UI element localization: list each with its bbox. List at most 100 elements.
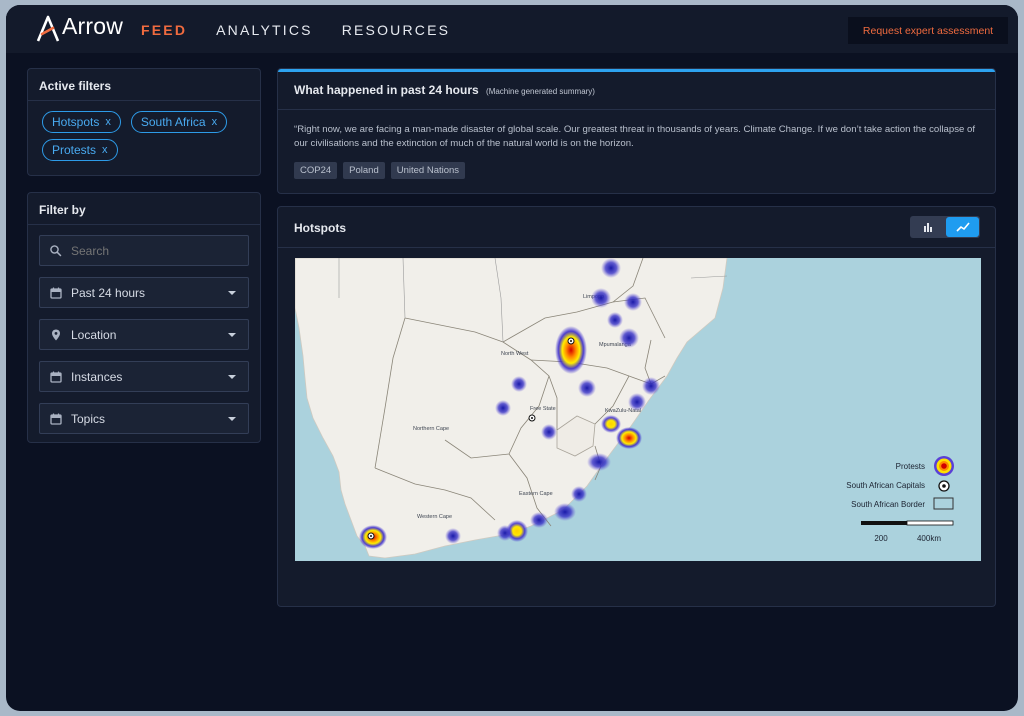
legend-border: South African Border (851, 500, 925, 509)
calendar-icon (49, 412, 63, 426)
bar-chart-button[interactable] (911, 217, 944, 237)
heat-spot (587, 453, 611, 471)
heat-spot (571, 486, 587, 502)
main-nav: FEED ANALYTICS RESOURCES (141, 22, 479, 38)
line-chart-button[interactable] (946, 217, 979, 237)
heat-spot (601, 415, 621, 433)
map-label-eastern-cape: Eastern Cape (519, 491, 553, 497)
active-filters-title: Active filters (28, 69, 260, 101)
heat-spot (497, 525, 513, 541)
heat-spot (530, 512, 548, 528)
heatmap-layer (359, 258, 660, 549)
map-label-western-cape: Western Cape (417, 514, 452, 520)
dropdown-label: Location (71, 327, 117, 342)
panel-accent-line (278, 69, 995, 72)
map-legend: Protests South African Capitals South Af… (846, 456, 954, 543)
heat-spot (495, 400, 511, 416)
app-window: Arrow FEED ANALYTICS RESOURCES Request e… (6, 5, 1018, 711)
active-filters-panel: Active filters Hotspots x South Africa x… (27, 68, 261, 176)
map-label-kwazulu-natal: KwaZulu-Natal (605, 408, 641, 414)
map-scale-bar: 200 400km (861, 520, 954, 543)
chevron-down-icon (228, 290, 236, 295)
heat-spot (607, 312, 623, 328)
heat-spot (541, 424, 557, 440)
summary-tags: COP24 Poland United Nations (294, 162, 471, 179)
scale-label-400km: 400km (917, 534, 941, 543)
filter-by-panel: Filter by Past 24 hours Location (27, 192, 261, 443)
arrow-logo[interactable] (36, 14, 106, 44)
heat-spot (591, 288, 611, 308)
logo-icon (36, 15, 60, 42)
heat-spot (601, 258, 621, 278)
map-svg: Limpopo Mpumalanga North West Free State… (295, 258, 981, 561)
summary-title: What happened in past 24 hours (Machine … (294, 83, 595, 97)
map-label-northern-cape: Northern Cape (413, 426, 449, 432)
tag-cop24[interactable]: COP24 (294, 162, 338, 179)
nav-analytics[interactable]: ANALYTICS (216, 22, 313, 38)
heat-spot (555, 326, 587, 374)
summary-title-text: What happened in past 24 hours (294, 83, 479, 97)
heat-spot (624, 293, 642, 311)
search-field[interactable] (39, 235, 249, 266)
chevron-down-icon (228, 416, 236, 421)
chart-type-toggle (910, 216, 980, 238)
top-bar: Arrow FEED ANALYTICS RESOURCES Request e… (6, 5, 1018, 53)
chip-label: South Africa (140, 115, 206, 129)
chip-south-africa[interactable]: South Africa x (130, 111, 228, 133)
map-label-free-state: Free State (530, 406, 556, 412)
heat-spot (578, 379, 596, 397)
heat-spot (642, 377, 660, 395)
line-chart-icon (955, 222, 970, 232)
heat-spot (445, 528, 461, 544)
topics-dropdown[interactable]: Topics (39, 403, 249, 434)
chevron-down-icon (228, 332, 236, 337)
hotspots-panel: Hotspots (277, 206, 996, 607)
summary-panel: What happened in past 24 hours (Machine … (277, 68, 996, 194)
instances-dropdown[interactable]: Instances (39, 361, 249, 392)
chip-protests[interactable]: Protests x (42, 139, 118, 161)
legend-protests: Protests (896, 462, 925, 471)
map-label-north-west: North West (501, 351, 529, 357)
remove-chip-icon[interactable]: x (211, 116, 218, 128)
remove-chip-icon[interactable]: x (105, 116, 111, 128)
tag-poland[interactable]: Poland (343, 162, 385, 179)
dropdown-label: Past 24 hours (71, 285, 146, 300)
chevron-down-icon (228, 374, 236, 379)
nav-resources[interactable]: RESOURCES (341, 22, 451, 38)
chip-label: Protests (52, 143, 97, 157)
filter-chips: Hotspots x South Africa x Protests x (28, 101, 260, 167)
divider (278, 109, 995, 110)
summary-subtitle: (Machine generated summary) (486, 87, 595, 96)
calendar-icon (49, 286, 63, 300)
capitals-layer (367, 337, 575, 540)
heat-spot (511, 376, 527, 392)
nav-feed[interactable]: FEED (141, 22, 188, 38)
hotspots-title: Hotspots (294, 221, 346, 235)
dropdown-label: Instances (71, 369, 123, 384)
search-input[interactable] (71, 243, 248, 258)
divider (278, 247, 995, 248)
summary-text: “Right now, we are facing a man-made dis… (294, 124, 975, 149)
heat-spot (628, 393, 646, 411)
time-range-dropdown[interactable]: Past 24 hours (39, 277, 249, 308)
request-assessment-button[interactable]: Request expert assessment (848, 17, 1008, 44)
heat-spot (616, 427, 642, 449)
logo-text: Arrow (62, 13, 124, 39)
tag-united-nations[interactable]: United Nations (390, 162, 466, 179)
remove-chip-icon[interactable]: x (102, 144, 108, 156)
chip-label: Hotspots (52, 115, 100, 129)
location-pin-icon (49, 328, 63, 342)
bar-chart-icon (923, 223, 932, 232)
filter-by-title: Filter by (28, 193, 260, 225)
legend-capitals: South African Capitals (846, 481, 925, 490)
heat-spot (554, 503, 576, 521)
map-label-mpumalanga: Mpumalanga (599, 342, 632, 348)
heat-spot (619, 328, 639, 348)
dropdown-label: Topics (71, 411, 106, 426)
search-icon (49, 244, 63, 258)
hotspots-map[interactable]: Limpopo Mpumalanga North West Free State… (295, 258, 981, 561)
location-dropdown[interactable]: Location (39, 319, 249, 350)
calendar-icon (49, 370, 63, 384)
scale-label-200: 200 (874, 534, 888, 543)
chip-hotspots[interactable]: Hotspots x (42, 111, 121, 133)
